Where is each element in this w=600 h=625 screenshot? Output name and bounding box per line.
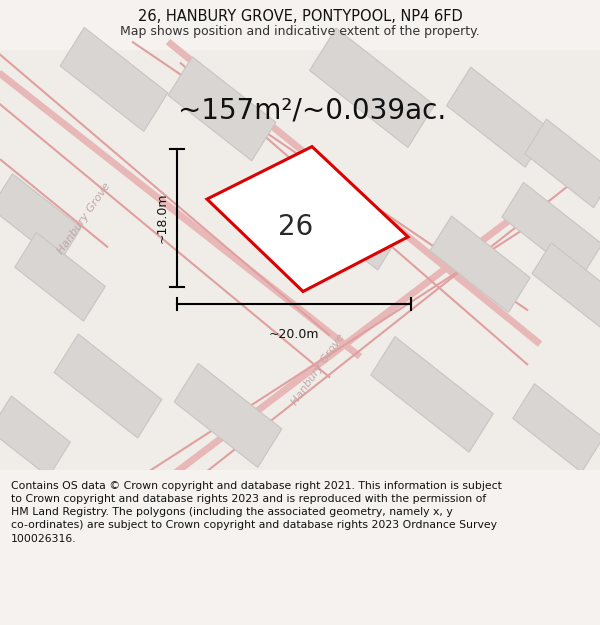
Polygon shape — [446, 67, 550, 168]
Text: Map shows position and indicative extent of the property.: Map shows position and indicative extent… — [120, 24, 480, 38]
Polygon shape — [294, 166, 402, 270]
Bar — [0, 50, 600, 470]
Polygon shape — [532, 243, 600, 328]
Text: Contains OS data © Crown copyright and database right 2021. This information is : Contains OS data © Crown copyright and d… — [11, 481, 502, 544]
Polygon shape — [310, 28, 434, 148]
Text: 26, HANBURY GROVE, PONTYPOOL, NP4 6FD: 26, HANBURY GROVE, PONTYPOOL, NP4 6FD — [137, 9, 463, 24]
Text: 26: 26 — [278, 213, 313, 241]
Polygon shape — [168, 57, 276, 161]
Polygon shape — [0, 174, 81, 262]
Polygon shape — [525, 119, 600, 208]
Polygon shape — [207, 147, 408, 291]
Polygon shape — [513, 384, 600, 472]
Polygon shape — [0, 396, 70, 477]
Polygon shape — [371, 337, 493, 452]
Polygon shape — [502, 182, 600, 279]
Polygon shape — [174, 363, 282, 468]
Polygon shape — [54, 334, 162, 438]
Text: ~157m²/~0.039ac.: ~157m²/~0.039ac. — [178, 97, 446, 125]
Text: Hanbury Grove: Hanbury Grove — [290, 332, 346, 407]
Text: Hanbury Grove: Hanbury Grove — [56, 181, 112, 256]
Polygon shape — [60, 28, 168, 131]
Text: ~20.0m: ~20.0m — [269, 328, 319, 341]
Text: ~18.0m: ~18.0m — [155, 192, 169, 243]
Polygon shape — [430, 216, 530, 312]
Polygon shape — [15, 232, 105, 321]
